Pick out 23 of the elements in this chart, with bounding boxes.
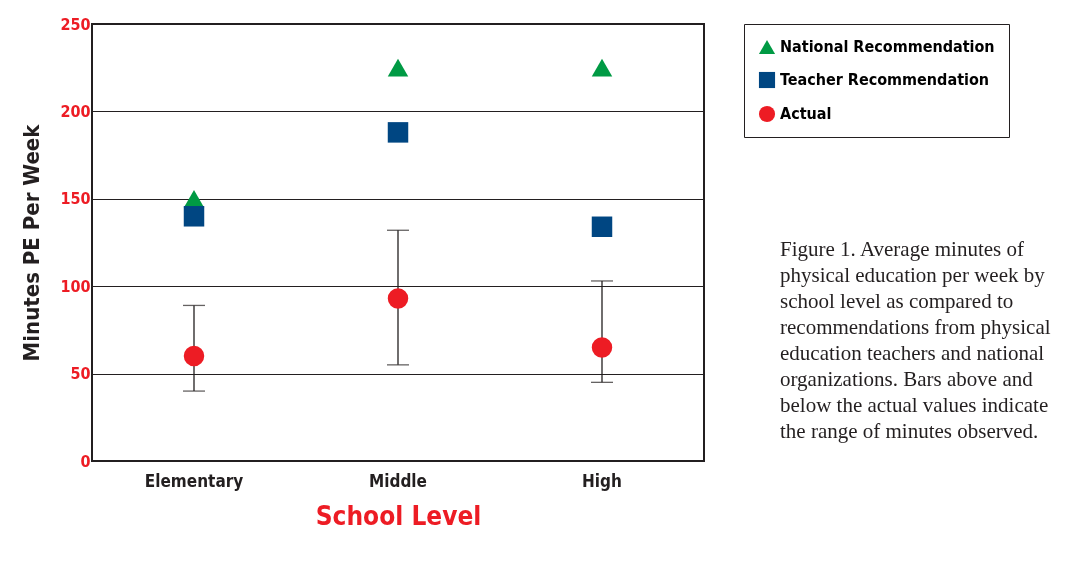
y-tick-label: 100: [60, 276, 91, 296]
point: [387, 288, 409, 309]
x-axis-title: School Level: [315, 500, 482, 531]
caption: Figure 1. Average minutes of physical education per week by school level as compared to recommendations from physical education teachers and national organizations. Bars above and below the actual values indicate the range of minutes observed.: [780, 236, 1052, 444]
x-tick-label: Middle: [369, 470, 427, 491]
x-tick-label: Elementary: [144, 470, 244, 491]
y-tick-label: 0: [80, 451, 91, 471]
point: [183, 345, 205, 367]
point: [183, 206, 205, 227]
y-tick-label: 250: [60, 14, 91, 34]
x-tick-label: High: [582, 470, 622, 491]
legend-label: Teacher Recommendation: [780, 70, 990, 89]
y-tick-label: 200: [60, 101, 91, 121]
point: [591, 216, 613, 238]
legend-label: Actual: [780, 104, 832, 123]
point: [591, 337, 613, 358]
y-tick-label: 50: [70, 364, 91, 384]
point: [387, 58, 409, 77]
legend-label: National Recommendation: [780, 37, 995, 56]
y-tick-label: 150: [60, 189, 91, 209]
y-axis-title: Minutes PE Per Week: [19, 123, 45, 362]
point: [591, 58, 613, 77]
point: [387, 122, 409, 143]
